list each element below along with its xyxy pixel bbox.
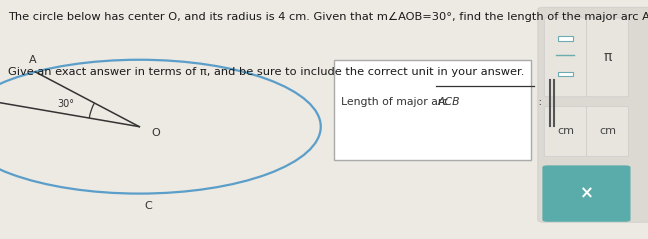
Text: Length of major arc: Length of major arc [341,97,456,107]
Text: O: O [151,128,160,138]
Text: :: : [535,97,542,107]
FancyBboxPatch shape [538,7,648,222]
Text: Give an exact answer in terms of π, and be sure to include the correct unit in y: Give an exact answer in terms of π, and … [8,67,524,77]
Text: cm: cm [557,126,574,136]
FancyBboxPatch shape [542,165,631,222]
FancyBboxPatch shape [334,60,531,160]
FancyBboxPatch shape [586,18,629,97]
Text: 30°: 30° [57,99,74,109]
Text: ACB: ACB [437,97,460,107]
FancyBboxPatch shape [558,72,572,76]
Text: The circle below has center O, and its radius is 4 cm. Given that m∠AOB=30°, fin: The circle below has center O, and its r… [8,12,648,22]
Text: cm: cm [599,126,616,136]
FancyBboxPatch shape [544,106,586,157]
Text: ×: × [579,185,594,203]
FancyBboxPatch shape [544,18,586,97]
FancyBboxPatch shape [586,106,629,157]
Text: A: A [29,55,36,65]
Text: C: C [145,201,152,211]
Text: π: π [603,50,612,64]
FancyBboxPatch shape [558,36,572,41]
